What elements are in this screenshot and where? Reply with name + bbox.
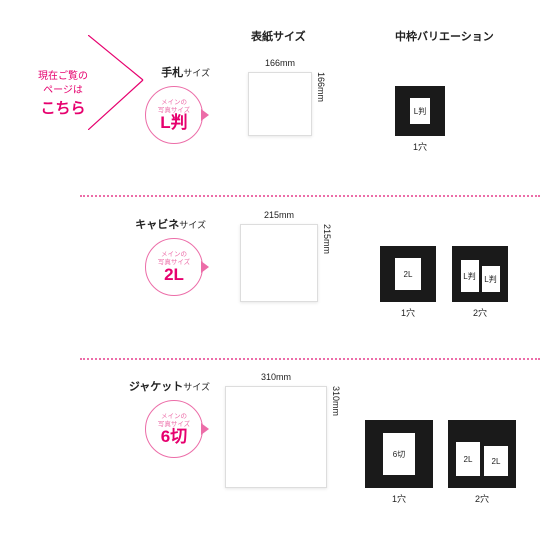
badge-caption: メインの写真サイズ (158, 99, 190, 113)
window-2-2-1: L判 (461, 260, 479, 292)
header-cover: 表紙サイズ (251, 28, 306, 44)
row-jacket: ジャケットサイズ メインの写真サイズ 6切 310mm 310mm 6切 1穴 … (0, 372, 550, 522)
size-name-kyabi: キャビネサイズ (96, 216, 206, 232)
row-tefuda: 手札サイズ メインの写真サイズ L判 166mm 166mm L判 1穴 (0, 58, 550, 188)
cover-width-1: 166mm (248, 58, 312, 68)
window-1-1-1: L判 (410, 98, 430, 124)
cover-2 (240, 224, 318, 302)
frame-3-2: 2L 2L (448, 420, 516, 488)
divider-2 (80, 358, 540, 360)
divider-1 (80, 195, 540, 197)
cover-1 (248, 72, 312, 136)
frame-label-3-1: 1穴 (365, 492, 433, 505)
frame-label-1-1: 1穴 (395, 140, 445, 153)
cover-width-2: 215mm (240, 210, 318, 220)
window-3-1-1: 6切 (383, 433, 415, 475)
frame-label-2-1: 1穴 (380, 306, 436, 319)
badge-label-kyabi: 2L (164, 266, 184, 283)
cover-3 (225, 386, 327, 488)
badge-label-jacket: 6切 (161, 428, 187, 445)
row-kyabi: キャビネサイズ メインの写真サイズ 2L 215mm 215mm 2L 1穴 L… (0, 210, 550, 350)
frame-3-1: 6切 (365, 420, 433, 488)
cover-height-1: 166mm (316, 72, 326, 136)
cover-width-3: 310mm (225, 372, 327, 382)
header-variation: 中枠バリエーション (395, 28, 494, 44)
window-3-2-1: 2L (456, 442, 480, 476)
frame-1-1: L判 (395, 86, 445, 136)
window-2-2-2: L判 (482, 266, 500, 292)
frame-2-2: L判 L判 (452, 246, 508, 302)
size-name-tefuda: 手札サイズ (120, 64, 210, 80)
frame-label-3-2: 2穴 (448, 492, 516, 505)
window-2-1-1: 2L (395, 258, 421, 290)
cover-height-3: 310mm (331, 386, 341, 488)
badge-jacket: メインの写真サイズ 6切 (145, 400, 203, 458)
badge-label-tefuda: L判 (160, 114, 187, 131)
badge-kyabi: メインの写真サイズ 2L (145, 238, 203, 296)
cover-height-2: 215mm (322, 224, 332, 302)
window-3-2-2: 2L (484, 446, 508, 476)
size-name-jacket: ジャケットサイズ (90, 378, 210, 394)
badge-tefuda: メインの写真サイズ L判 (145, 86, 203, 144)
frame-2-1: 2L (380, 246, 436, 302)
frame-label-2-2: 2穴 (452, 306, 508, 319)
